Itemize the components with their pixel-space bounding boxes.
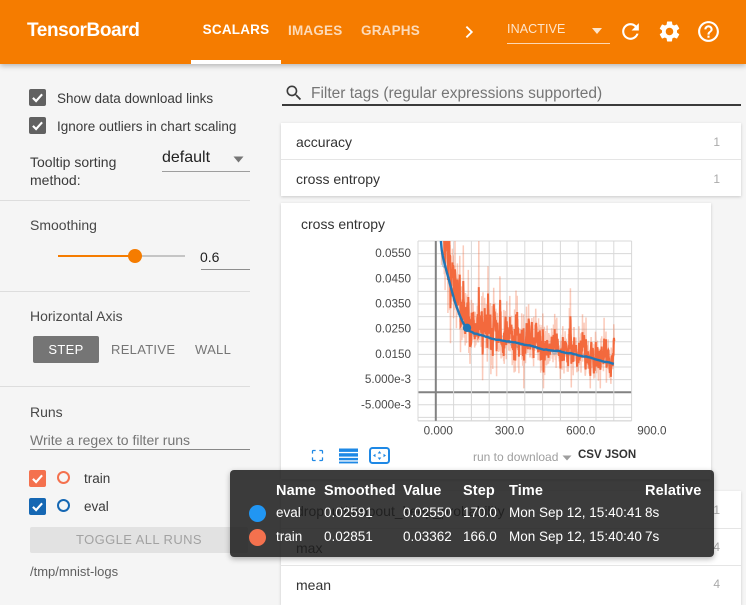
- svg-text:0.0250: 0.0250: [375, 323, 411, 336]
- svg-text:0.0550: 0.0550: [375, 247, 411, 260]
- svg-text:300.0: 300.0: [495, 425, 525, 438]
- svg-text:0.0150: 0.0150: [375, 348, 411, 361]
- svg-text:0.0450: 0.0450: [375, 272, 411, 285]
- svg-text:600.0: 600.0: [566, 425, 596, 438]
- svg-text:900.0: 900.0: [637, 425, 667, 438]
- svg-text:0.000: 0.000: [424, 425, 454, 438]
- svg-text:-5.000e-3: -5.000e-3: [361, 398, 411, 411]
- svg-text:0.0350: 0.0350: [375, 298, 411, 311]
- svg-text:5.000e-3: 5.000e-3: [365, 373, 411, 386]
